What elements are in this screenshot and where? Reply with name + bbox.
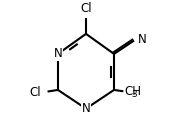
Text: N: N bbox=[137, 33, 146, 46]
Text: N: N bbox=[54, 47, 62, 60]
Text: CH: CH bbox=[124, 85, 141, 98]
Text: Cl: Cl bbox=[80, 2, 92, 15]
Text: N: N bbox=[82, 102, 90, 115]
Text: 3: 3 bbox=[132, 90, 137, 99]
Text: Cl: Cl bbox=[29, 86, 41, 99]
